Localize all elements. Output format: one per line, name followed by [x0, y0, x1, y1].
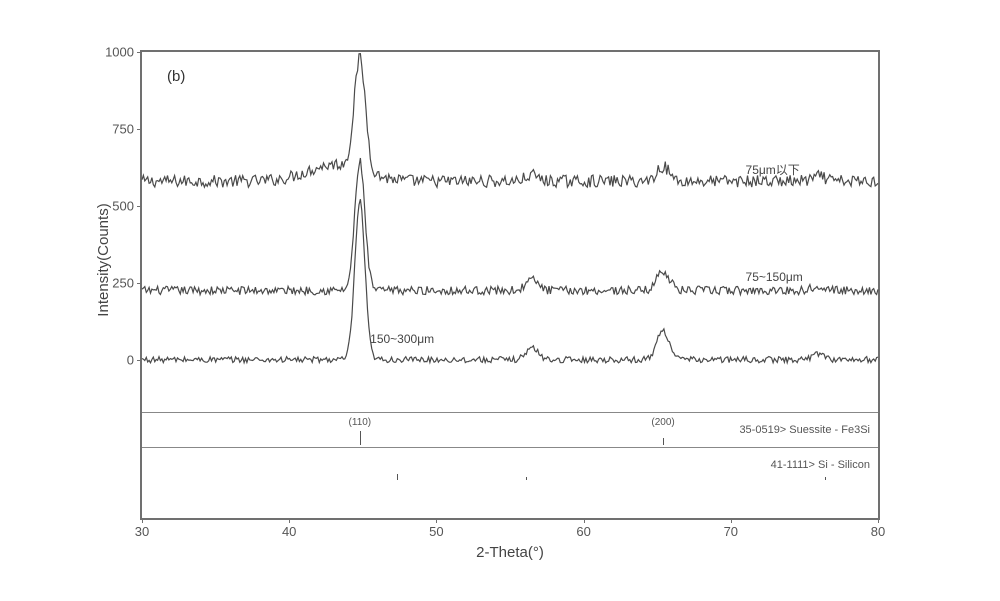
y-axis-title: Intensity(Counts)	[95, 203, 112, 316]
miller-index-label: (110)	[349, 417, 372, 428]
reference-card-label: 41-1111> Si - Silicon	[771, 459, 870, 471]
y-tick-label: 250	[112, 275, 134, 290]
series-label: 75~150μm	[746, 270, 803, 284]
xrd-series-svg	[142, 52, 878, 412]
y-tick-label: 1000	[105, 45, 134, 60]
y-tick-mark	[137, 206, 142, 207]
xrd-chart-figure: (b) 35-0519> Suessite - Fe3Si(110)(200)4…	[140, 50, 880, 520]
x-tick-mark	[142, 518, 143, 523]
y-tick-label: 500	[112, 198, 134, 213]
reference-tick	[526, 477, 527, 480]
y-tick-mark	[137, 52, 142, 53]
y-tick-label: 0	[127, 352, 134, 367]
x-tick-label: 70	[724, 524, 738, 539]
reference-tick	[663, 438, 664, 445]
series-label: 150~300μm	[370, 332, 434, 346]
x-axis-title: 2-Theta(°)	[476, 544, 544, 561]
x-tick-label: 80	[871, 524, 885, 539]
x-tick-label: 50	[429, 524, 443, 539]
x-tick-mark	[436, 518, 437, 523]
reference-band: 41-1111> Si - Silicon	[142, 447, 878, 482]
x-tick-mark	[878, 518, 879, 523]
plot-area	[142, 52, 878, 413]
y-tick-mark	[137, 129, 142, 130]
y-tick-mark	[137, 283, 142, 284]
reference-card-label: 35-0519> Suessite - Fe3Si	[739, 424, 870, 436]
miller-index-label: (200)	[651, 417, 674, 428]
x-tick-mark	[289, 518, 290, 523]
reference-tick	[825, 477, 826, 480]
series-label: 75μm以下	[746, 161, 800, 178]
reference-tick	[397, 474, 398, 480]
y-tick-label: 750	[112, 121, 134, 136]
y-tick-mark	[137, 360, 142, 361]
x-tick-label: 60	[576, 524, 590, 539]
reference-tick	[360, 431, 361, 445]
x-tick-label: 30	[135, 524, 149, 539]
reference-band: 35-0519> Suessite - Fe3Si (110) (200)	[142, 412, 878, 447]
x-tick-mark	[731, 518, 732, 523]
x-tick-mark	[584, 518, 585, 523]
x-tick-label: 40	[282, 524, 296, 539]
